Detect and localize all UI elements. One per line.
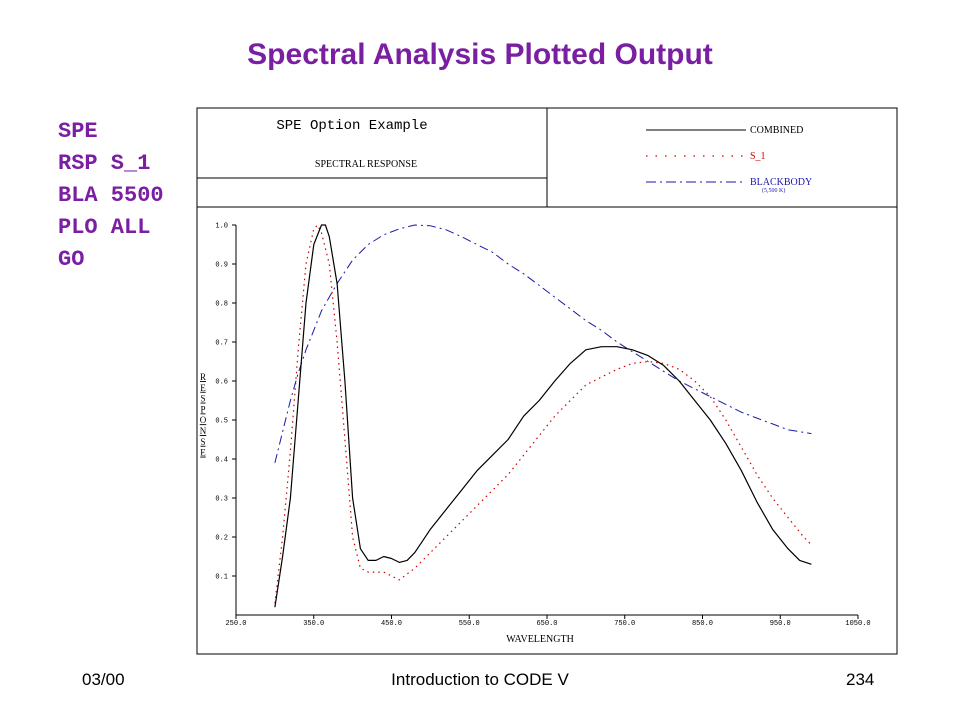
y-tick-label: 0.3	[215, 496, 228, 504]
x-tick-label: 250.0	[225, 620, 246, 628]
x-tick-label: 750.0	[614, 620, 635, 628]
y-ticks: 0.1 0.2 0.3 0.4 0.5 0.6 0.7 0.8 0.9 1.0	[215, 223, 236, 582]
footer-course: Introduction to CODE V	[391, 670, 569, 689]
x-tick-label: 350.0	[303, 620, 324, 628]
series-line-s-1	[274, 224, 812, 604]
command-list: SPE RSP S_1 BLA 5500 PLO ALL GO	[58, 116, 164, 276]
x-tick-label: 1050.0	[845, 620, 870, 628]
x-tick-label: 850.0	[692, 620, 713, 628]
x-tick-label: 650.0	[536, 620, 557, 628]
legend-note-blackbody: (5,500 K)	[762, 187, 785, 194]
y-tick-label: 0.7	[215, 340, 228, 348]
command-line: RSP S_1	[58, 151, 151, 176]
y-tick-label: 0.2	[215, 535, 228, 543]
footer-page-number: 234	[846, 670, 875, 689]
y-tick-label: 1.0	[215, 223, 228, 231]
y-tick-label: 0.1	[215, 574, 228, 582]
series-layer	[274, 224, 812, 608]
y-tick-label: 0.6	[215, 379, 228, 387]
chart-header-subtitle: SPECTRAL RESPONSE	[315, 159, 417, 170]
legend-label-blackbody: BLACKBODY	[750, 177, 812, 188]
y-tick-label: 0.9	[215, 262, 228, 270]
chart-header-title: SPE Option Example	[276, 118, 427, 134]
y-tick-label: 0.8	[215, 301, 228, 309]
y-tick-label: 0.4	[215, 457, 228, 465]
series-line-combined	[274, 224, 812, 608]
slide-title: Spectral Analysis Plotted Output	[247, 38, 713, 71]
x-ticks: 250.0 350.0 450.0 550.0 650.0 750.0 850.0 950.0…	[225, 615, 871, 628]
legend-label-combined: COMBINED	[750, 125, 803, 136]
x-tick-label: 950.0	[770, 620, 791, 628]
command-line: PLO ALL	[58, 215, 151, 240]
command-line: SPE	[58, 119, 98, 144]
legend-label-s1: S_1	[750, 151, 766, 162]
command-line: BLA 5500	[58, 183, 164, 208]
x-axis-label: WAVELENGTH	[506, 634, 574, 645]
x-tick-label: 550.0	[459, 620, 480, 628]
command-line: GO	[58, 247, 85, 272]
footer-date: 03/00	[82, 670, 125, 689]
x-tick-label: 450.0	[381, 620, 402, 628]
y-tick-label: 0.5	[215, 418, 228, 426]
series-line-blackbody	[274, 224, 812, 464]
